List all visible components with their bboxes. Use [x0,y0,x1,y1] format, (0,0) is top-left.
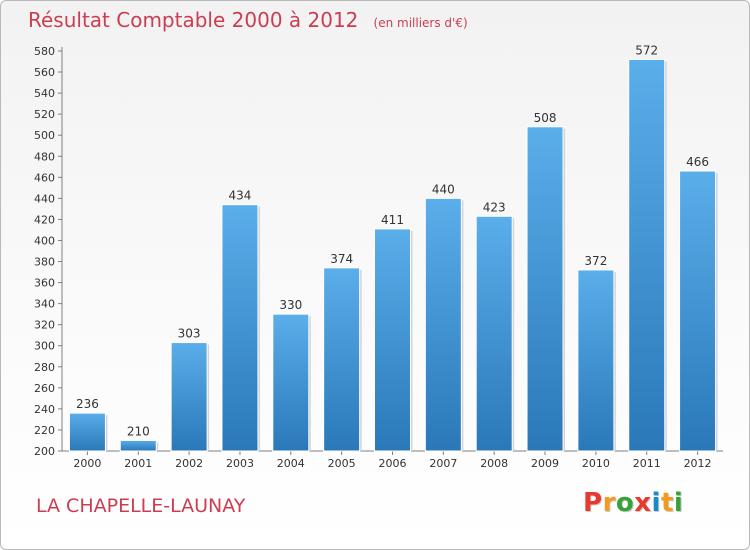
x-tick-label: 2010 [582,457,610,470]
y-tick-label: 200 [34,445,55,458]
proxiti-logo: Proxiti [583,488,683,518]
y-tick-label: 560 [34,66,55,79]
bar [272,313,310,452]
logo-letter: t [660,488,674,518]
chart-axes: 200 220 240 260 280 300 320 340 360 380 400 420 440 4… [34,45,723,470]
y-tick-label: 420 [34,213,55,226]
x-tick-label: 2005 [328,457,356,470]
x-tick-label: 2008 [480,457,508,470]
y-tick-label: 240 [34,403,55,416]
bar-value-label: 508 [534,111,557,125]
bar-value-label: 434 [229,189,252,203]
bar [424,197,462,452]
chart-data-labels: 236 210 303 434 330 374 411 440 423 508 372 572 466 [76,43,709,438]
bar [679,170,717,452]
x-tick-label: 2006 [379,457,407,470]
x-tick-label: 2012 [684,457,712,470]
y-tick-label: 400 [34,234,55,247]
x-tick-label: 2000 [73,457,101,470]
logo-letter: P [583,488,603,518]
y-tick-label: 340 [34,298,55,311]
bar [68,412,106,452]
logo-letter: i [651,488,661,518]
x-tick-label: 2001 [124,457,152,470]
y-tick-label: 280 [34,361,55,374]
bar-value-label: 411 [381,213,404,227]
y-tick-label: 360 [34,277,55,290]
bar [577,269,615,452]
logo-letter: x [634,488,652,518]
y-tick-label: 500 [34,129,55,142]
y-tick-label: 320 [34,319,55,332]
bar [475,215,513,452]
bar [526,126,564,452]
y-tick-label: 380 [34,256,55,269]
bar [323,267,361,452]
x-tick-label: 2011 [633,457,661,470]
y-tick-label: 260 [34,382,55,395]
y-tick-label: 300 [34,340,55,353]
bar-value-label: 330 [279,298,302,312]
y-tick-label: 580 [34,45,55,58]
bar-value-label: 374 [330,252,353,266]
chart-title-text: Résultat Comptable 2000 à 2012 [28,8,359,32]
bar-value-label: 372 [584,254,607,268]
logo-letter: r [602,488,616,518]
bar [628,58,666,452]
bar-value-label: 466 [686,155,709,169]
x-tick-label: 2002 [175,457,203,470]
y-tick-label: 440 [34,192,55,205]
bar [119,439,157,452]
y-tick-label: 220 [34,424,55,437]
bar [374,228,411,452]
commune-name: LA CHAPELLE-LAUNAY [36,495,246,517]
y-tick-label: 520 [34,108,55,121]
bar-value-label: 236 [76,397,99,411]
bar-value-label: 572 [635,43,658,57]
x-tick-label: 2003 [226,457,254,470]
logo-letter: o [615,488,635,518]
bar-value-label: 440 [432,182,455,196]
chart-title: Résultat Comptable 2000 à 2012 (en milli… [28,8,468,32]
bar-value-label: 210 [127,424,150,438]
x-tick-label: 2007 [429,457,457,470]
y-tick-label: 460 [34,171,55,184]
bar [221,204,259,452]
logo-letter: i [673,488,684,518]
y-tick-label: 540 [34,87,55,100]
chart-subtitle: (en milliers d'€) [373,16,468,30]
x-tick-label: 2004 [277,457,305,470]
bar-value-label: 423 [483,200,506,214]
x-tick-label: 2009 [531,457,559,470]
y-tick-label: 480 [34,150,55,163]
chart-bars [68,58,718,452]
bar-value-label: 303 [178,327,201,341]
bar [170,342,208,452]
